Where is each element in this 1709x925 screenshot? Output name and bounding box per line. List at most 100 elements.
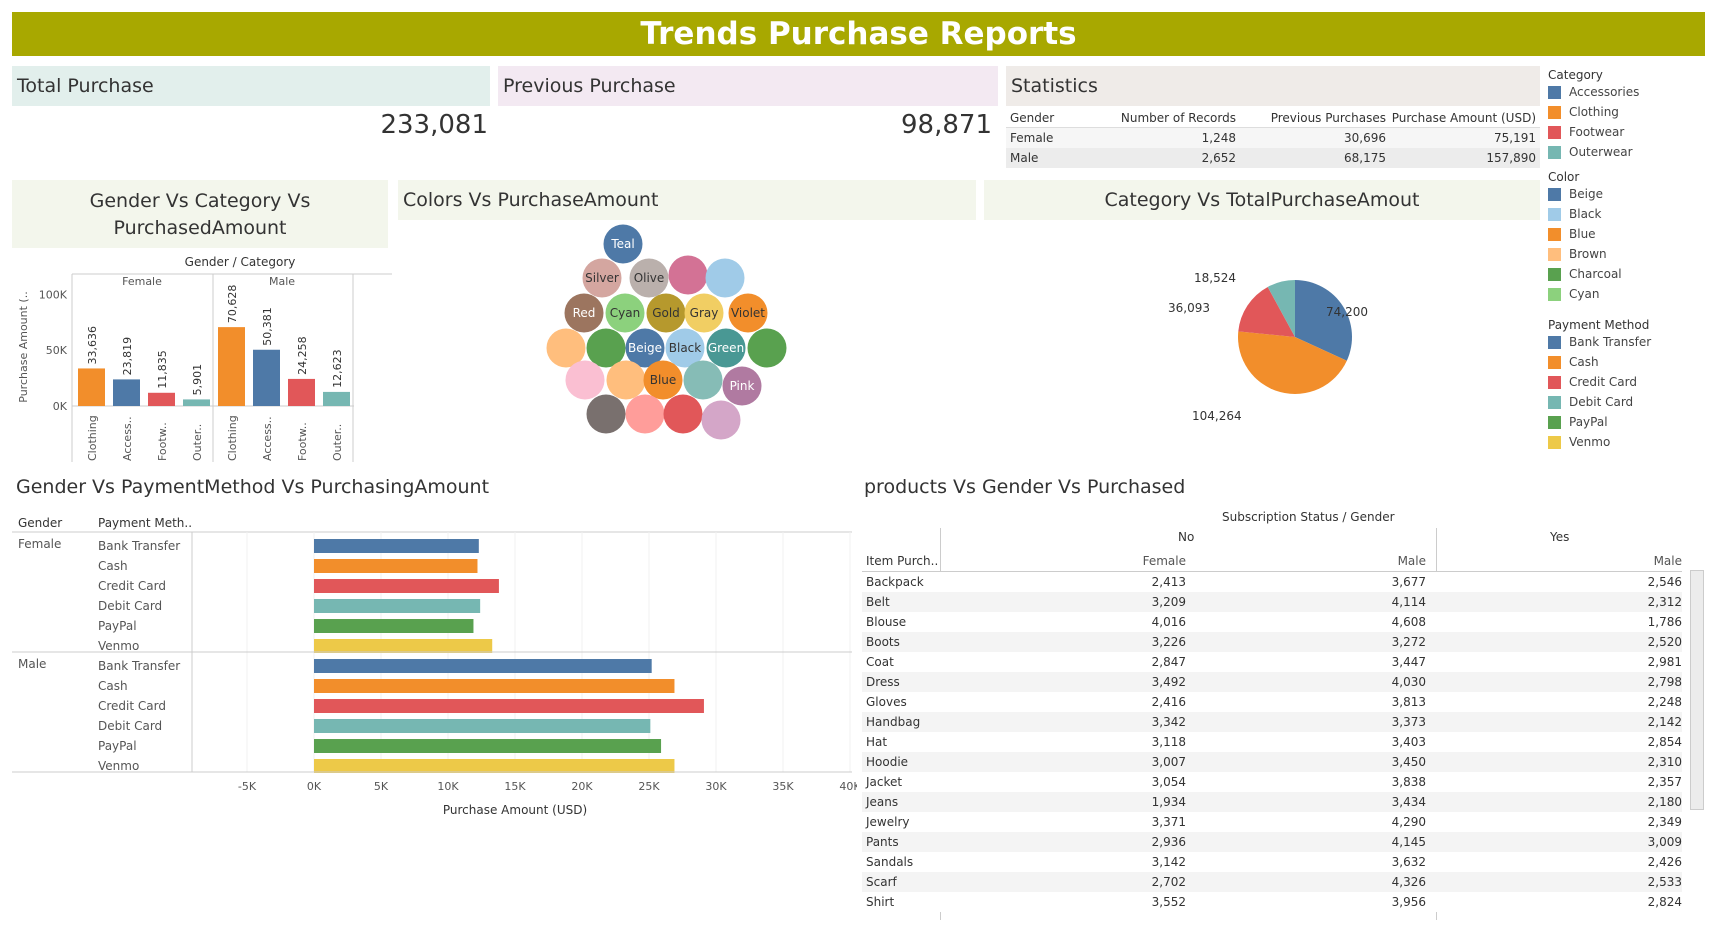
pie-slice: [1238, 286, 1295, 337]
table-cell: 3,226: [1151, 635, 1186, 649]
payment-label: Credit Card: [98, 579, 166, 593]
table-cell: 3,009: [1647, 835, 1682, 849]
x-tick-label: 5K: [374, 780, 389, 793]
stats-cell: 68,175: [1344, 151, 1386, 165]
pie-slice: [1267, 280, 1295, 337]
table-cell: Hoodie: [866, 755, 909, 769]
legend-item[interactable]: Outerwear: [1548, 142, 1708, 162]
legend-item[interactable]: Bank Transfer: [1548, 332, 1708, 352]
table-row: Hoodie 3,007 3,450 2,310: [862, 752, 1682, 772]
table-cell: Coat: [866, 655, 894, 669]
payment-label: Venmo: [98, 639, 139, 653]
table-cell: 2,546: [1647, 575, 1682, 589]
legend-item[interactable]: Venmo: [1548, 432, 1708, 452]
table-cell: 2,426: [1647, 855, 1682, 869]
bubble: [646, 293, 686, 333]
bar: [78, 368, 105, 406]
x-tick-label: 15K: [504, 780, 526, 793]
legend-item[interactable]: PayPal: [1548, 412, 1708, 432]
legend-swatch: [1548, 227, 1561, 241]
pie-slice: [1238, 331, 1347, 394]
table-cell: 4,114: [1391, 595, 1426, 609]
table-cell: 2,520: [1647, 635, 1682, 649]
x-tick-label: Footw..: [156, 422, 169, 461]
bubble: [606, 360, 646, 400]
legend-label: Debit Card: [1569, 395, 1634, 409]
legend-item[interactable]: Debit Card: [1548, 392, 1708, 412]
legend-item[interactable]: Black: [1548, 204, 1708, 224]
payment-label: PayPal: [98, 619, 137, 633]
bar: [314, 759, 675, 773]
legend-swatch: [1548, 207, 1561, 221]
products-scrollbar[interactable]: [1690, 570, 1704, 810]
legend-item[interactable]: Cyan: [1548, 284, 1708, 304]
table-cell: 2,142: [1647, 715, 1682, 729]
stats-cell: 1,248: [1201, 131, 1236, 145]
legend-item[interactable]: Beige: [1548, 184, 1708, 204]
table-cell: 3,447: [1391, 655, 1426, 669]
legend-item[interactable]: Blue: [1548, 224, 1708, 244]
table-cell: 3,007: [1151, 755, 1186, 769]
stats-row: Female 1,248 30,696 75,191: [1006, 128, 1540, 148]
legend-item[interactable]: Brown: [1548, 244, 1708, 264]
bar-value-label: 23,819: [121, 337, 134, 376]
previous-purchase-value: 98,871: [901, 110, 992, 140]
x-tick-label: 10K: [437, 780, 459, 793]
payment-label: Venmo: [98, 759, 139, 773]
stats-header-previous: Previous Purchases: [1270, 110, 1386, 125]
payment-label: Bank Transfer: [98, 659, 180, 673]
table-cell: 2,357: [1647, 775, 1682, 789]
legend-swatch: [1548, 415, 1561, 429]
bar: [314, 699, 704, 713]
legend-label: Cyan: [1569, 287, 1600, 301]
stats-header-records: Number of Records: [1120, 110, 1236, 125]
bubble: [668, 255, 708, 295]
legend-category-title: Category: [1548, 68, 1603, 82]
bubble: [565, 360, 605, 400]
bubble-label: Gray: [690, 306, 719, 320]
legend-swatch: [1548, 395, 1561, 409]
legend-item[interactable]: Footwear: [1548, 122, 1708, 142]
legend-category: Accessories Clothing Footwear Outerwear: [1548, 82, 1708, 162]
table-cell: Sandals: [866, 855, 914, 869]
legend-label: Venmo: [1569, 435, 1611, 449]
legend-item[interactable]: Accessories: [1548, 82, 1708, 102]
legend-label: Bank Transfer: [1569, 335, 1652, 349]
table-cell: 4,145: [1391, 835, 1426, 849]
legend-item[interactable]: Cash: [1548, 352, 1708, 372]
legend-label: Credit Card: [1569, 375, 1637, 389]
table-cell: 3,434: [1391, 795, 1426, 809]
table-cell: 2,349: [1647, 815, 1682, 829]
table-cell: 2,416: [1151, 695, 1186, 709]
payment-label: PayPal: [98, 739, 137, 753]
category-pie-chart: 74,200 104,264 36,093 18,524: [1168, 271, 1368, 423]
payment-label: Bank Transfer: [98, 539, 180, 553]
bubble-label: Green: [708, 341, 744, 355]
bubble: [586, 328, 626, 368]
table-cell: Hat: [866, 735, 888, 749]
bar: [113, 379, 140, 406]
stats-cell: 30,696: [1344, 131, 1386, 145]
legend-label: PayPal: [1569, 415, 1608, 429]
table-cell: Belt: [866, 595, 890, 609]
table-cell: 3,373: [1391, 715, 1426, 729]
colors-title: Colors Vs PurchaseAmount: [398, 180, 976, 220]
bar-value-label: 11,835: [156, 350, 169, 389]
bar-value-label: 50,381: [261, 307, 274, 346]
table-cell: Boots: [866, 635, 900, 649]
previous-purchase-label: Previous Purchase: [498, 66, 998, 106]
bar: [314, 599, 481, 613]
legend-label: Cash: [1569, 355, 1599, 369]
table-cell: 2,798: [1647, 675, 1682, 689]
bar: [253, 349, 280, 406]
legend-swatch: [1548, 187, 1561, 201]
legend-color[interactable]: Beige Black Blue Brown Charcoal Cyan: [1548, 184, 1708, 304]
legend-item[interactable]: Charcoal: [1548, 264, 1708, 284]
x-tick-label: 30K: [705, 780, 727, 793]
legend-item[interactable]: Credit Card: [1548, 372, 1708, 392]
legend-item[interactable]: Clothing: [1548, 102, 1708, 122]
table-row: Blouse 4,016 4,608 1,786: [862, 612, 1682, 632]
bubble: [586, 394, 626, 434]
stats-cell: Female: [1010, 131, 1054, 145]
table-cell: 4,326: [1391, 875, 1426, 889]
